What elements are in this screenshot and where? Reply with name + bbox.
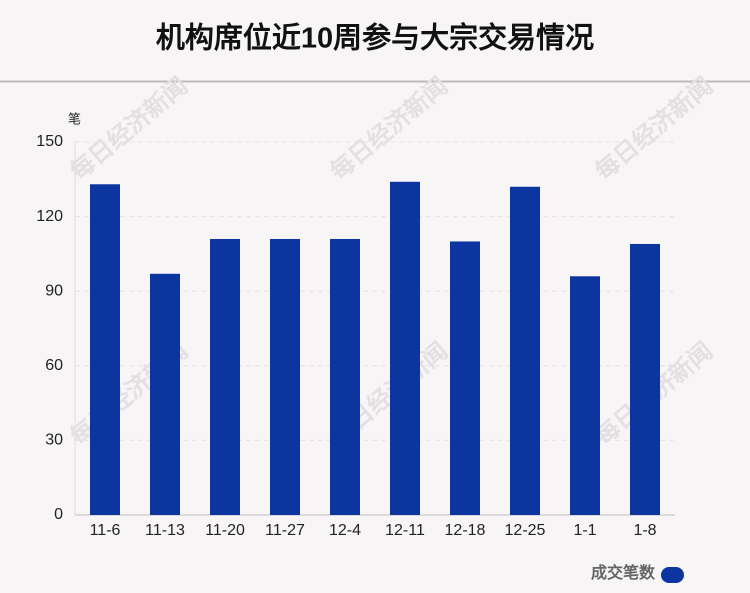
x-tick-label: 1-1 [573, 522, 596, 539]
x-tick-label: 12-25 [505, 522, 546, 539]
x-tick-label: 11-27 [265, 522, 305, 539]
y-tick-label: 60 [45, 357, 63, 374]
y-tick-label: 150 [36, 133, 63, 150]
y-tick-label: 30 [45, 432, 63, 449]
bar [510, 186, 540, 515]
bar [330, 238, 360, 516]
x-tick-label: 12-4 [329, 522, 361, 539]
bar [270, 238, 300, 516]
watermark: 每日经济新闻 [590, 72, 718, 186]
legend-label: 成交笔数 [591, 563, 656, 582]
watermark: 每日经济新闻 [65, 72, 193, 186]
y-tick-label: 0 [54, 506, 63, 523]
bar [210, 238, 240, 516]
bar [570, 276, 600, 515]
watermark: 每日经济新闻 [325, 72, 453, 186]
bar [90, 184, 120, 516]
y-axis-label: 笔 [68, 111, 81, 126]
bar [450, 241, 480, 515]
bar [630, 243, 660, 515]
bar [150, 273, 180, 515]
legend-swatch [661, 567, 684, 583]
x-tick-label: 11-6 [90, 522, 121, 539]
x-tick-label: 1-8 [633, 522, 656, 539]
y-tick-label: 90 [45, 282, 63, 299]
x-tick-label: 11-13 [145, 522, 185, 539]
chart-title: 机构席位近10周参与大宗交易情况 [156, 21, 594, 55]
bar [390, 181, 420, 515]
x-tick-label: 12-18 [445, 522, 486, 539]
x-tick-label: 12-11 [385, 522, 425, 539]
y-tick-label: 120 [36, 208, 63, 225]
x-tick-label: 11-20 [205, 522, 245, 539]
